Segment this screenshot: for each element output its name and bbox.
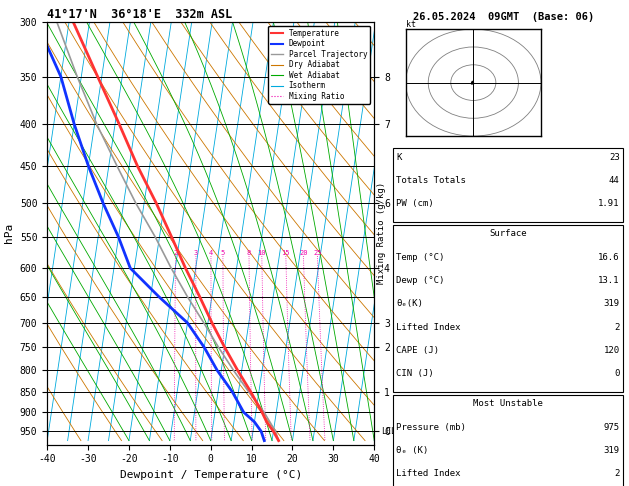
Text: 25: 25: [313, 250, 321, 256]
Text: 2: 2: [614, 323, 620, 331]
Text: Temp (°C): Temp (°C): [396, 253, 445, 261]
Text: 975: 975: [603, 423, 620, 432]
Text: 10: 10: [257, 250, 266, 256]
Text: 120: 120: [603, 346, 620, 355]
Text: 26.05.2024  09GMT  (Base: 06): 26.05.2024 09GMT (Base: 06): [413, 12, 594, 22]
Text: kt: kt: [406, 20, 416, 29]
Text: 319: 319: [603, 299, 620, 308]
Text: 13.1: 13.1: [598, 276, 620, 285]
Text: LCL: LCL: [381, 427, 396, 436]
Text: 4: 4: [209, 250, 213, 256]
Text: Dewp (°C): Dewp (°C): [396, 276, 445, 285]
Legend: Temperature, Dewpoint, Parcel Trajectory, Dry Adiabat, Wet Adiabat, Isotherm, Mi: Temperature, Dewpoint, Parcel Trajectory…: [268, 26, 370, 104]
Text: © weatheronline.co.uk: © weatheronline.co.uk: [451, 472, 555, 481]
Text: 16.6: 16.6: [598, 253, 620, 261]
Text: 0: 0: [614, 369, 620, 378]
Text: CIN (J): CIN (J): [396, 369, 434, 378]
Text: CAPE (J): CAPE (J): [396, 346, 439, 355]
Text: Totals Totals: Totals Totals: [396, 176, 466, 185]
Text: Pressure (mb): Pressure (mb): [396, 423, 466, 432]
Text: Lifted Index: Lifted Index: [396, 469, 461, 478]
Text: 15: 15: [282, 250, 290, 256]
Text: 41°17'N  36°18'E  332m ASL: 41°17'N 36°18'E 332m ASL: [47, 8, 233, 21]
Text: θₑ (K): θₑ (K): [396, 446, 428, 455]
Y-axis label: hPa: hPa: [4, 223, 14, 243]
Text: Surface: Surface: [489, 229, 526, 238]
Text: PW (cm): PW (cm): [396, 199, 434, 208]
Text: Lifted Index: Lifted Index: [396, 323, 461, 331]
Text: 1.91: 1.91: [598, 199, 620, 208]
Text: K: K: [396, 153, 402, 161]
Text: 2: 2: [174, 250, 177, 256]
Text: 5: 5: [221, 250, 225, 256]
Text: θₑ(K): θₑ(K): [396, 299, 423, 308]
Text: 3: 3: [194, 250, 198, 256]
Text: 20: 20: [299, 250, 308, 256]
Text: 23: 23: [609, 153, 620, 161]
X-axis label: Dewpoint / Temperature (°C): Dewpoint / Temperature (°C): [120, 470, 302, 480]
Text: 44: 44: [609, 176, 620, 185]
Text: Mixing Ratio (g/kg): Mixing Ratio (g/kg): [377, 182, 386, 284]
Text: 2: 2: [614, 469, 620, 478]
Text: 319: 319: [603, 446, 620, 455]
Text: 8: 8: [247, 250, 251, 256]
Y-axis label: km
ASL: km ASL: [396, 225, 417, 242]
Text: Most Unstable: Most Unstable: [473, 399, 543, 408]
